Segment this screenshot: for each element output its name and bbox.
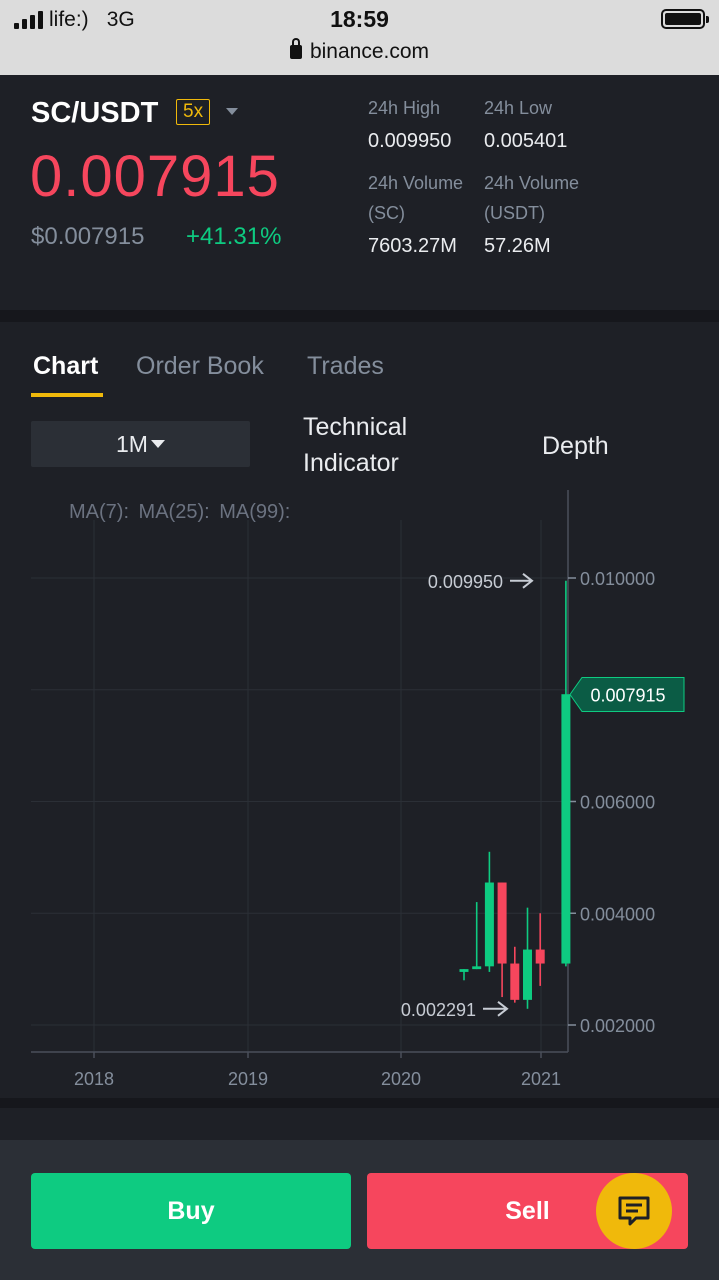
candle-body [510, 963, 520, 1000]
y-tick-label: 0.002000 [580, 1016, 655, 1036]
ma-legend: MA(7): MA(25): MA(99): [69, 501, 291, 523]
candle-body [561, 694, 571, 964]
price-change: +41.31% [186, 223, 282, 250]
last-price: 0.007915 [30, 144, 280, 209]
network-type: 3G [106, 8, 135, 31]
status-bar: life:) 3G 18:59 binance.com [0, 0, 719, 75]
pair-dropdown-icon[interactable] [226, 108, 238, 115]
candle-body [484, 882, 494, 967]
usd-price: $0.007915 [31, 223, 145, 250]
low-marker-label: 0.002291 [401, 1000, 476, 1020]
active-tab-indicator [31, 393, 103, 397]
candlestick-chart[interactable]: 2018 2019 2020 2021 0.010000 0.006000 0.004000… [0, 490, 719, 1098]
interval-value: 1M [116, 431, 148, 457]
x-tick-label: 2020 [381, 1069, 421, 1089]
section-divider [0, 310, 719, 322]
candle-body [472, 966, 482, 970]
high-marker-arrow-icon [510, 573, 534, 589]
battery-icon [661, 9, 709, 29]
high-value: 0.009950 [368, 130, 452, 152]
current-price-label: 0.007915 [590, 685, 665, 705]
high-label: 24h High [368, 98, 441, 118]
y-tick-label: 0.006000 [580, 793, 655, 813]
chat-bubble-icon [618, 1196, 650, 1226]
x-tick-label: 2021 [521, 1069, 561, 1089]
pair-name[interactable]: SC/USDT [31, 97, 159, 129]
tab-trades[interactable]: Trades [307, 352, 384, 380]
high-marker-label: 0.009950 [428, 572, 503, 592]
candle-body [459, 969, 469, 972]
tab-order-book[interactable]: Order Book [136, 352, 264, 380]
buy-button[interactable]: Buy [31, 1173, 351, 1249]
low-marker-arrow-icon [483, 1001, 509, 1017]
x-tick-label: 2019 [228, 1069, 268, 1089]
volume-base-label: 24h Volume (SC) [368, 173, 464, 223]
lock-icon [289, 38, 302, 59]
carrier-name: life:) [49, 8, 89, 31]
candle-body [497, 882, 507, 964]
clock: 18:59 [330, 6, 389, 32]
chevron-down-icon [150, 439, 165, 448]
candle-body [523, 949, 532, 1000]
candle-body [535, 949, 545, 964]
carrier-info: life:) 3G [14, 8, 135, 32]
leverage-badge[interactable]: 5x [176, 99, 211, 125]
technical-indicator-button[interactable]: Technical Indicator [303, 413, 408, 477]
interval-selector[interactable]: 1M [31, 421, 250, 467]
y-tick-label: 0.010000 [580, 569, 655, 589]
low-value: 0.005401 [484, 130, 568, 152]
volume-quote-label: 24h Volume (USDT) [484, 173, 580, 223]
y-tick-label: 0.004000 [580, 904, 655, 924]
chat-button[interactable] [596, 1173, 672, 1249]
depth-button[interactable]: Depth [542, 432, 609, 460]
tab-chart[interactable]: Chart [33, 352, 99, 380]
address-bar[interactable]: binance.com [0, 38, 719, 64]
market-header: SC/USDT 5x 0.007915 $0.007915 +41.31% 24… [0, 75, 719, 310]
volume-quote-value: 57.26M [484, 235, 551, 257]
current-price-tag [569, 676, 685, 712]
x-tick-label: 2018 [74, 1069, 114, 1089]
signal-strength-icon [14, 11, 43, 29]
section-divider [0, 1098, 719, 1108]
volume-base-value: 7603.27M [368, 235, 457, 257]
low-label: 24h Low [484, 98, 553, 118]
url-text: binance.com [309, 40, 430, 63]
